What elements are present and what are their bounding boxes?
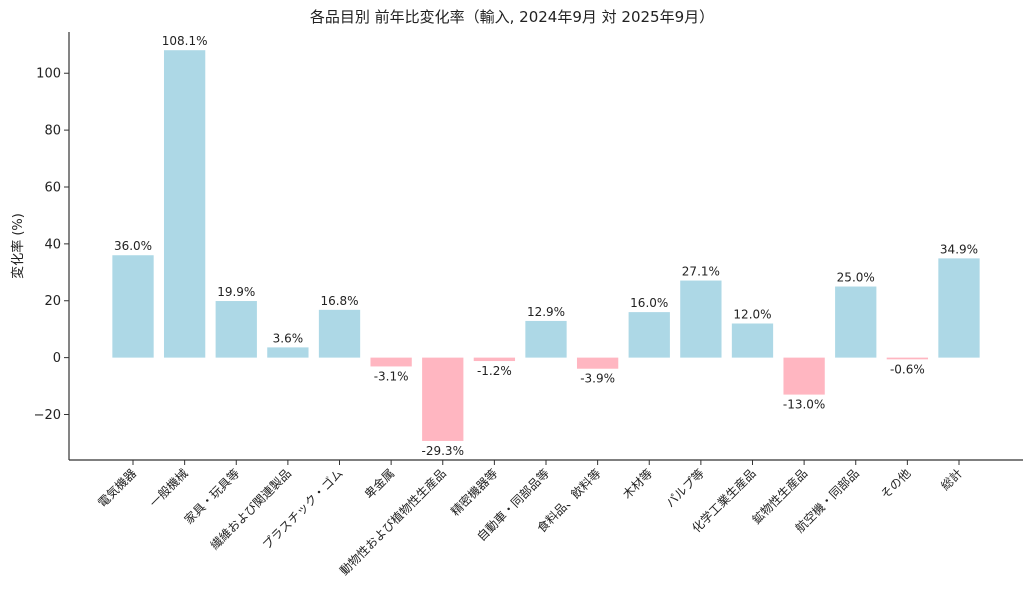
bar [267, 347, 309, 358]
x-tick-label: 木材等 [620, 466, 655, 501]
data-label: -13.0% [783, 398, 825, 412]
y-tick-label: 60 [44, 180, 61, 195]
bar [112, 255, 154, 358]
y-tick-label: 100 [36, 67, 61, 82]
y-tick-label: 0 [53, 351, 61, 366]
data-label: 19.9% [217, 285, 255, 299]
x-tick-label: 動物性および植物性生産品 [336, 466, 448, 578]
data-label: 34.9% [940, 242, 978, 256]
data-label: -3.9% [580, 372, 615, 386]
data-label: 36.0% [114, 239, 152, 253]
data-label: 108.1% [162, 34, 208, 48]
y-axis-label: 変化率 (%) [10, 213, 26, 279]
data-label: 16.0% [630, 296, 668, 310]
x-tick-label: パルプ等 [663, 466, 707, 510]
bar [680, 280, 722, 358]
data-label: 12.9% [527, 305, 565, 319]
bar [163, 50, 206, 358]
bar [628, 312, 670, 358]
data-label: 3.6% [273, 331, 304, 345]
bar [576, 357, 619, 369]
x-tick-label: 精密機器等 [447, 466, 500, 519]
data-label: -1.2% [477, 364, 512, 378]
x-tick-label: 卑金属 [361, 466, 397, 502]
bar [783, 357, 825, 395]
x-tick-label: 電気機器 [95, 466, 140, 511]
data-label: 16.8% [320, 294, 358, 308]
data-label: -29.3% [422, 444, 464, 458]
x-tick-label: その他 [878, 466, 913, 501]
y-tick-label: −20 [34, 408, 61, 423]
x-tick-label: 総計 [938, 466, 966, 494]
bar [215, 301, 257, 358]
y-tick-label: 80 [44, 124, 61, 139]
bar [938, 258, 980, 358]
data-label: 27.1% [682, 265, 720, 279]
chart-title: 各品目別 前年比変化率（輸入, 2024年9月 対 2025年9月） [310, 8, 714, 26]
bar [473, 357, 516, 362]
y-tick-label: 40 [44, 237, 61, 252]
data-label: 25.0% [837, 271, 875, 285]
bar [422, 357, 464, 441]
x-tick-label: 一般機械 [146, 466, 191, 511]
data-label: -0.6% [890, 362, 925, 376]
bar [731, 323, 774, 358]
bar [835, 286, 877, 358]
bar [318, 309, 361, 358]
bar [370, 357, 412, 367]
data-label: -3.1% [374, 369, 409, 383]
data-label: 12.0% [733, 307, 771, 321]
bar [886, 357, 929, 360]
y-tick-label: 20 [44, 294, 61, 309]
bar [525, 320, 567, 358]
